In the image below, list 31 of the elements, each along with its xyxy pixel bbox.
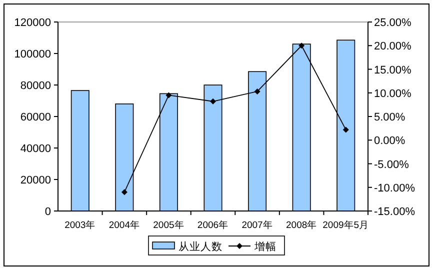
y2-tick-label: -15.00%	[374, 206, 416, 218]
x-tick-label: 2009年5月	[322, 219, 370, 231]
y-tick-label: 0	[44, 206, 51, 218]
x-tick-label: 2003年	[64, 219, 96, 231]
point	[342, 126, 349, 133]
y-tick-label: 60000	[20, 112, 51, 124]
x-tick-label: 2004年	[108, 219, 140, 231]
point	[254, 88, 260, 94]
x-tick-label: 2005年	[153, 219, 184, 231]
y-tick-label: 80000	[20, 80, 51, 92]
y-tick-label: 40000	[20, 143, 51, 155]
y2-tick-label: 25.00%	[374, 17, 412, 29]
y2-tick-label: 15.00%	[374, 64, 412, 76]
point	[210, 98, 216, 104]
point	[166, 92, 172, 98]
x-tick-label: 2008年	[286, 219, 318, 231]
y-tick-label: 100000	[14, 48, 51, 60]
y2-tick-label: 20.00%	[374, 40, 412, 53]
y2-tick-label: -10.00%	[374, 182, 416, 194]
y2-tick-label: 10.00%	[374, 88, 412, 100]
legend-label: 从业人数	[178, 240, 222, 253]
point	[298, 42, 305, 49]
legend-label: 增幅	[254, 241, 276, 253]
y2-tick-label: 5.00%	[374, 112, 406, 124]
y-tick-label: 20000	[20, 174, 51, 186]
point	[121, 189, 128, 196]
x-tick-label: 2006年	[197, 219, 229, 231]
x-tick-label: 2007年	[242, 219, 273, 231]
y2-tick-label: 0.00%	[374, 135, 406, 148]
y2-tick-label: -5.00%	[374, 158, 410, 171]
y-tick-label: 120000	[14, 17, 51, 29]
